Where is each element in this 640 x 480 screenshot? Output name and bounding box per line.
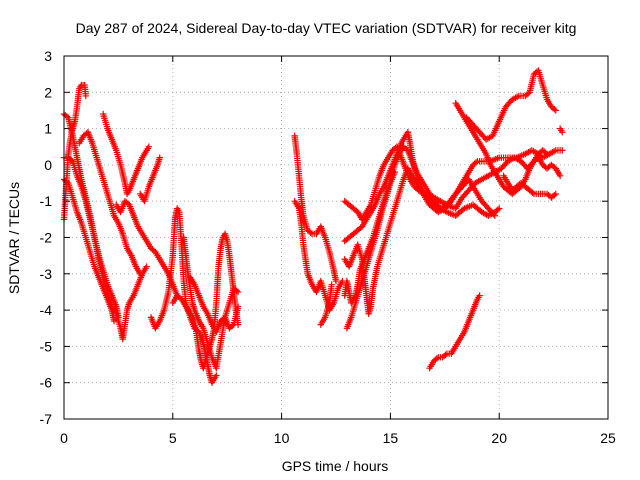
data-point [551, 106, 558, 113]
data-point [82, 92, 89, 100]
data-point [496, 205, 503, 212]
data-point [136, 270, 144, 277]
data-series [187, 274, 242, 336]
data-point [234, 303, 242, 310]
data-point [233, 287, 240, 294]
data-point [143, 263, 150, 270]
data-point [559, 147, 566, 154]
x-tick-label: 20 [491, 430, 507, 446]
data-series [60, 154, 122, 321]
y-tick-label: 0 [44, 157, 52, 173]
data-point [328, 281, 335, 288]
data-series [60, 176, 118, 325]
plot-frame [63, 55, 609, 420]
x-tick-label: 10 [274, 430, 290, 446]
data-point [63, 178, 71, 186]
x-tick-label: 5 [169, 430, 177, 446]
data-point [145, 143, 153, 150]
data-point [551, 191, 558, 199]
data-series [463, 67, 559, 143]
data-point [529, 189, 536, 196]
data-point [156, 154, 163, 161]
data-point [542, 149, 549, 156]
data-series [343, 168, 398, 332]
data-point [490, 211, 497, 218]
data-series [291, 198, 346, 314]
data-point [559, 129, 566, 136]
data-point [494, 206, 501, 213]
data-point [442, 351, 449, 359]
x-tick-label: 0 [60, 430, 68, 446]
data-series [291, 132, 340, 285]
data-point [552, 107, 559, 114]
data-point [391, 168, 398, 176]
x-tick-label: 15 [383, 430, 399, 446]
data-series [136, 154, 163, 205]
data-point [307, 229, 314, 236]
data-point [63, 113, 71, 120]
data-point [229, 322, 236, 330]
chart-title: Day 287 of 2024, Sidereal Day-to-day VTE… [76, 20, 577, 36]
y-tick-label: -7 [40, 411, 53, 427]
y-tick-label: 1 [44, 121, 52, 137]
y-tick-labels: -7 -6 -5 -4 -3 -2 -1 0 1 2 3 [40, 48, 53, 427]
y-tick-label: -3 [40, 266, 53, 282]
data-point [472, 159, 480, 166]
data-point [110, 317, 118, 325]
data-point [543, 150, 551, 158]
data-point [525, 90, 532, 97]
data-marks [60, 67, 566, 386]
data-series [500, 172, 559, 201]
y-tick-label: -6 [40, 375, 53, 391]
data-point [556, 172, 564, 179]
y-tick-label: -2 [40, 230, 53, 246]
data-point [213, 372, 220, 379]
data-series [341, 165, 499, 317]
y-tick-label: 3 [44, 48, 52, 64]
data-point [68, 156, 75, 164]
y-tick-label: 2 [44, 84, 52, 100]
data-point [491, 212, 499, 219]
y-tick-label: -4 [40, 302, 53, 318]
x-axis-title: GPS time / hours [282, 458, 389, 474]
y-axis-title: SDTVAR / TECUs [6, 182, 22, 294]
data-point [552, 190, 559, 198]
data-series [99, 110, 153, 198]
data-series [76, 129, 144, 277]
y-tick-label: -5 [40, 338, 53, 354]
data-series [556, 125, 566, 136]
data-series [317, 281, 335, 328]
data-point [332, 277, 340, 285]
data-point [476, 292, 483, 299]
data-series [180, 234, 242, 372]
y-tick-label: -1 [40, 193, 53, 209]
data-series [426, 292, 483, 372]
x-tick-labels: 0 5 10 15 20 25 [60, 430, 616, 446]
data-point [234, 288, 242, 296]
x-tick-label: 25 [600, 430, 616, 446]
data-point [433, 355, 441, 362]
